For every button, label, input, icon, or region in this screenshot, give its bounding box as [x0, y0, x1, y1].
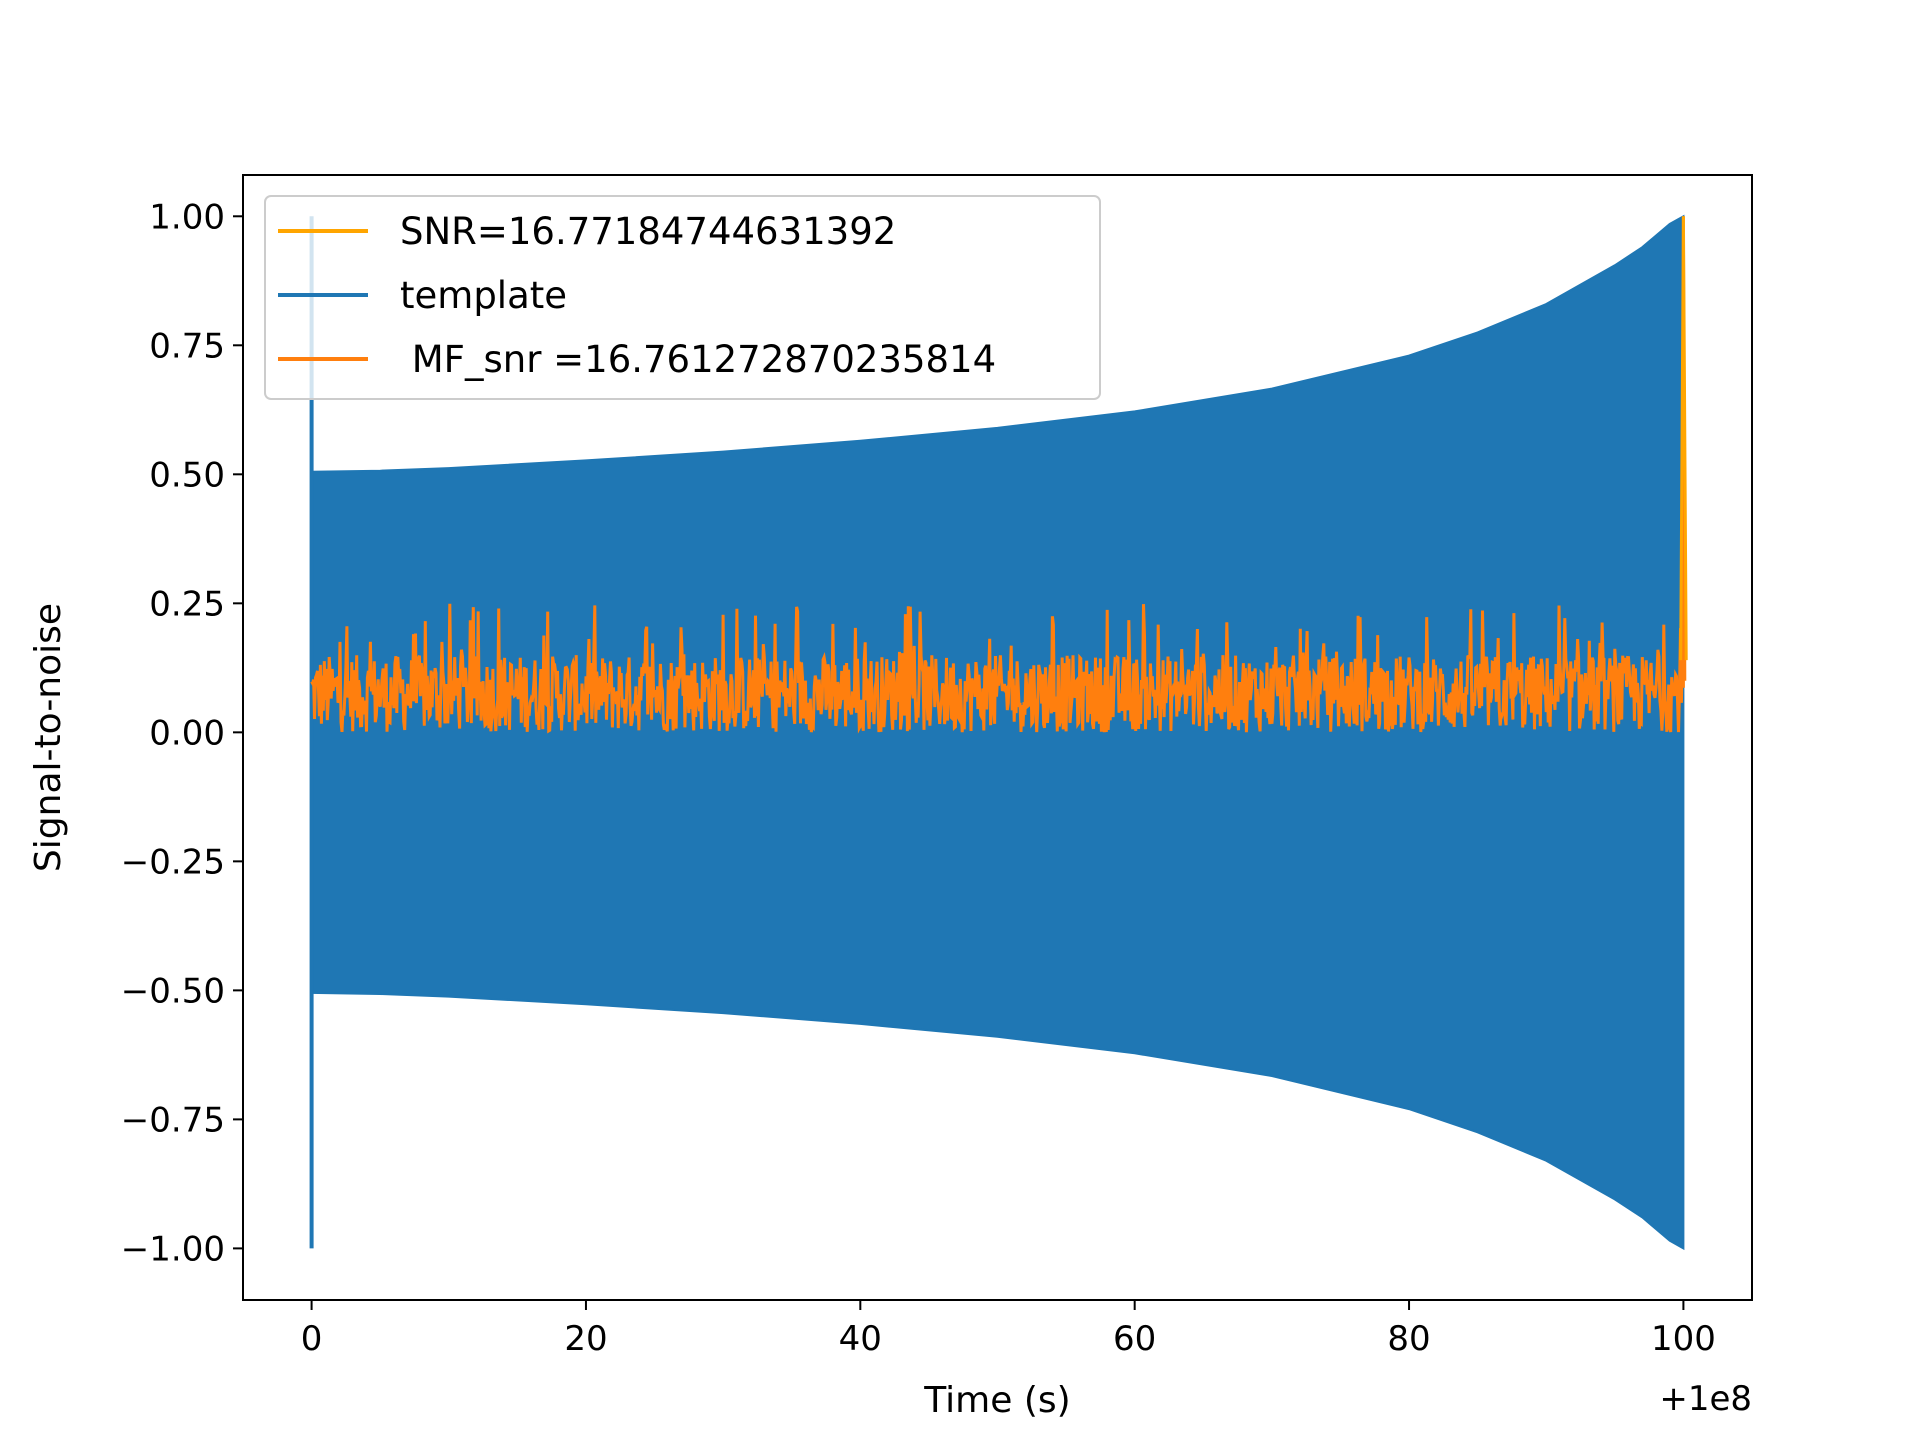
- legend: SNR=16.77184744631392 template MF_snr =16…: [264, 195, 1101, 400]
- y-axis-label: Signal-to-noise: [28, 603, 69, 872]
- mf-snr-line: [310, 216, 1687, 734]
- x-axis-offset-label: +1e8: [1659, 1379, 1752, 1419]
- y-tick-label: 0.25: [149, 584, 225, 624]
- y-tick-label: −0.25: [121, 842, 225, 882]
- x-tick-label: 80: [1387, 1319, 1430, 1359]
- legend-label: template: [400, 274, 567, 317]
- template-envelope: [310, 214, 1685, 1251]
- legend-entries: SNR=16.77184744631392 template MF_snr =16…: [278, 210, 996, 381]
- x-tick-label: 40: [839, 1319, 882, 1359]
- x-tick-label: 0: [301, 1319, 323, 1359]
- x-tick-label: 60: [1113, 1319, 1156, 1359]
- y-tick-label: 1.00: [149, 197, 225, 237]
- y-tick-label: 0.75: [149, 326, 225, 366]
- axes-frame: [242, 174, 1753, 1301]
- legend-label: SNR=16.77184744631392: [400, 210, 896, 253]
- mf-snr-series: [310, 216, 1687, 734]
- x-axis-ticks: 0 20 40 60 80 100: [301, 1300, 1716, 1359]
- snr-line: [1679, 216, 1688, 661]
- y-tick-label: −0.50: [121, 971, 225, 1011]
- y-axis-ticks: 1.00 0.75 0.50 0.25 0.00 −0.25 −0.50 −0.75 −1.00: [121, 197, 243, 1269]
- x-tick-label: 20: [564, 1319, 607, 1359]
- snr-series: [1679, 216, 1688, 661]
- legend-box: [264, 195, 1101, 400]
- x-tick-label: 100: [1651, 1319, 1716, 1359]
- plot-area: [309, 214, 1688, 1251]
- y-tick-label: 0.00: [149, 713, 225, 753]
- y-tick-label: −1.00: [121, 1229, 225, 1269]
- legend-label: MF_snr =16.761272870235814: [400, 338, 996, 381]
- template-series: [309, 214, 1685, 1251]
- x-axis-label: Time (s): [923, 1380, 1070, 1421]
- y-tick-label: 0.50: [149, 455, 225, 495]
- y-tick-label: −0.75: [121, 1100, 225, 1140]
